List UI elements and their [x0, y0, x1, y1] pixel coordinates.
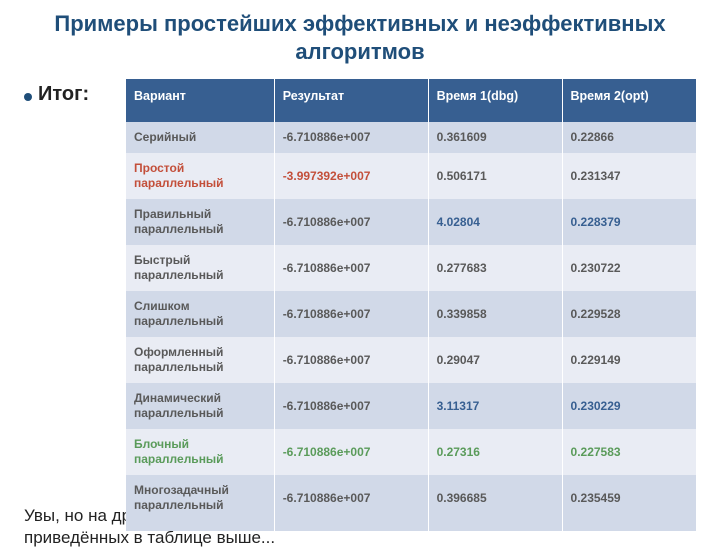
table-cell: 3.11317 [428, 383, 562, 429]
table-cell: 0.361609 [428, 122, 562, 153]
table-row: Простой параллельный-3.997392e+0070.5061… [126, 153, 696, 199]
results-table-wrap: Вариант Результат Время 1(dbg) Время 2(o… [126, 79, 696, 531]
table-cell: 0.277683 [428, 245, 562, 291]
table-cell: Динамический параллельный [126, 383, 274, 429]
col-result: Результат [274, 79, 428, 122]
table-cell: 0.230722 [562, 245, 696, 291]
table-cell: 0.227583 [562, 429, 696, 475]
table-cell: -6.710886e+007 [274, 429, 428, 475]
slide-container: Примеры простейших эффективных и неэффек… [0, 0, 720, 540]
col-variant: Вариант [126, 79, 274, 122]
table-cell: 0.229149 [562, 337, 696, 383]
table-cell: Оформленный параллельный [126, 337, 274, 383]
table-cell: Простой параллельный [126, 153, 274, 199]
table-row: Блочный параллельный-6.710886e+0070.2731… [126, 429, 696, 475]
table-cell: -6.710886e+007 [274, 337, 428, 383]
table-header-row: Вариант Результат Время 1(dbg) Время 2(o… [126, 79, 696, 122]
table-cell: -6.710886e+007 [274, 245, 428, 291]
table-cell: Слишком параллельный [126, 291, 274, 337]
table-cell: -6.710886e+007 [274, 383, 428, 429]
table-cell: 0.229528 [562, 291, 696, 337]
table-cell: Серийный [126, 122, 274, 153]
table-row: Быстрый параллельный-6.710886e+0070.2776… [126, 245, 696, 291]
table-row: Правильный параллельный-6.710886e+0074.0… [126, 199, 696, 245]
table-cell: 0.228379 [562, 199, 696, 245]
table-cell: 0.27316 [428, 429, 562, 475]
table-row: Оформленный параллельный-6.710886e+0070.… [126, 337, 696, 383]
table-cell: -3.997392e+007 [274, 153, 428, 199]
table-cell: Быстрый параллельный [126, 245, 274, 291]
table-body: Серийный-6.710886e+0070.3616090.22866Про… [126, 122, 696, 531]
table-cell: 0.230229 [562, 383, 696, 429]
table-cell: 0.29047 [428, 337, 562, 383]
table-row: Серийный-6.710886e+0070.3616090.22866 [126, 122, 696, 153]
table-cell: 0.339858 [428, 291, 562, 337]
table-cell: Блочный параллельный [126, 429, 274, 475]
bullet-label: Итог: [38, 83, 89, 106]
table-row: Динамический параллельный-6.710886e+0073… [126, 383, 696, 429]
slide-title: Примеры простейших эффективных и неэффек… [24, 10, 696, 65]
table-row: Слишком параллельный-6.710886e+0070.3398… [126, 291, 696, 337]
table-cell: 4.02804 [428, 199, 562, 245]
table-cell: -6.710886e+007 [274, 122, 428, 153]
table-cell: 0.22866 [562, 122, 696, 153]
col-time1: Время 1(dbg) [428, 79, 562, 122]
content-row: Итог: Вариант Результат Время 1(dbg) Вре… [24, 79, 696, 531]
table-cell: 0.231347 [562, 153, 696, 199]
bullet-dot-icon [24, 93, 32, 101]
bullet-area: Итог: [24, 79, 126, 106]
table-cell: -6.710886e+007 [274, 475, 428, 531]
col-time2: Время 2(opt) [562, 79, 696, 122]
results-table: Вариант Результат Время 1(dbg) Время 2(o… [126, 79, 696, 531]
table-cell: 0.396685 [428, 475, 562, 531]
table-cell: Многозадачный параллельный [126, 475, 274, 531]
table-cell: 0.506171 [428, 153, 562, 199]
table-cell: -6.710886e+007 [274, 291, 428, 337]
table-row: Многозадачный параллельный-6.710886e+007… [126, 475, 696, 531]
table-cell: -6.710886e+007 [274, 199, 428, 245]
table-cell: 0.235459 [562, 475, 696, 531]
table-cell: Правильный параллельный [126, 199, 274, 245]
